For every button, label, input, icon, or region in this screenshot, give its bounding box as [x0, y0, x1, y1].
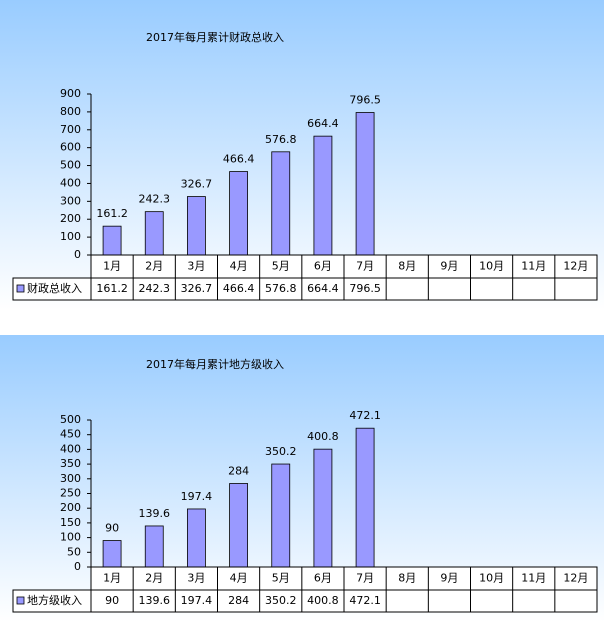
- bar: [313, 135, 333, 256]
- x-tick-label: 5月: [272, 260, 290, 273]
- data-label: 472.1: [349, 409, 381, 422]
- y-tick-label: 100: [60, 531, 81, 544]
- x-tick-label: 5月: [272, 572, 290, 585]
- bar: [229, 483, 248, 568]
- table-value: 350.2: [265, 594, 297, 607]
- bar: [355, 427, 375, 568]
- x-tick-label: 10月: [479, 260, 504, 273]
- table-value: 90: [105, 594, 119, 607]
- x-tick-label: 2月: [145, 572, 163, 585]
- y-tick-label: 450: [60, 428, 81, 441]
- x-tick-label: 6月: [314, 572, 332, 585]
- x-tick-label: 8月: [398, 260, 416, 273]
- table-value: 466.4: [223, 282, 255, 295]
- bar: [271, 151, 291, 256]
- table-value: 576.8: [265, 282, 297, 295]
- x-tick-label: 11月: [521, 572, 546, 585]
- y-tick-label: 400: [60, 176, 81, 189]
- x-tick-label: 7月: [356, 260, 374, 273]
- y-tick-label: 50: [67, 545, 81, 558]
- table-value: 139.6: [139, 594, 171, 607]
- table-value: 161.2: [96, 282, 128, 295]
- y-tick-label: 600: [60, 141, 81, 154]
- x-tick-label: 12月: [563, 572, 588, 585]
- bar: [313, 448, 333, 568]
- table-legend-cell: [12, 589, 92, 613]
- bar: [355, 112, 375, 256]
- data-label: 197.4: [181, 490, 213, 503]
- data-label: 90: [105, 522, 119, 535]
- x-tick-label: 11月: [521, 260, 546, 273]
- x-tick-label: 9月: [440, 572, 458, 585]
- y-tick-label: 150: [60, 516, 81, 529]
- chart-title: 2017年每月累计财政总收入: [146, 30, 284, 44]
- data-label: 350.2: [265, 445, 297, 458]
- x-tick-label: 6月: [314, 260, 332, 273]
- table-value: 664.4: [307, 282, 339, 295]
- table-value: 472.1: [349, 594, 381, 607]
- data-label: 576.8: [265, 133, 297, 146]
- bar: [271, 463, 291, 568]
- data-label: 466.4: [223, 153, 255, 166]
- bar: [102, 225, 122, 256]
- y-tick-label: 800: [60, 105, 81, 118]
- legend-label: 地方级收入: [27, 593, 82, 607]
- table-value: 197.4: [181, 594, 213, 607]
- x-tick-label: 8月: [398, 572, 416, 585]
- x-tick-label: 7月: [356, 572, 374, 585]
- y-tick-label: 0: [74, 560, 81, 573]
- data-label: 242.3: [139, 193, 171, 206]
- y-tick-label: 200: [60, 212, 81, 225]
- bar: [102, 540, 122, 568]
- x-tick-label: 2月: [145, 260, 163, 273]
- y-tick-label: 200: [60, 501, 81, 514]
- data-label: 664.4: [307, 117, 339, 130]
- table-value: 326.7: [181, 282, 213, 295]
- x-tick-label: 10月: [479, 572, 504, 585]
- bar: [187, 196, 206, 256]
- y-tick-label: 500: [60, 159, 81, 172]
- data-label: 796.5: [349, 94, 381, 107]
- x-tick-label: 3月: [187, 572, 205, 585]
- x-tick-label: 3月: [187, 260, 205, 273]
- bar: [187, 508, 206, 568]
- table-legend-cell: [12, 277, 92, 301]
- data-label: 161.2: [96, 207, 128, 220]
- x-tick-label: 9月: [440, 260, 458, 273]
- data-label: 326.7: [181, 178, 213, 191]
- y-tick-label: 300: [60, 194, 81, 207]
- legend-label: 财政总收入: [27, 281, 82, 295]
- table-value: 796.5: [349, 282, 381, 295]
- x-tick-label: 4月: [230, 572, 248, 585]
- bar: [144, 211, 164, 256]
- y-tick-label: 700: [60, 123, 81, 136]
- y-tick-label: 900: [60, 87, 81, 100]
- table-value: 400.8: [307, 594, 339, 607]
- x-tick-label: 4月: [230, 260, 248, 273]
- x-tick-label: 1月: [103, 260, 121, 273]
- chart-title: 2017年每月累计地方级收入: [146, 357, 284, 371]
- y-tick-label: 250: [60, 487, 81, 500]
- data-label: 400.8: [307, 430, 339, 443]
- data-label: 139.6: [139, 507, 171, 520]
- bar: [144, 525, 164, 568]
- y-tick-label: 350: [60, 457, 81, 470]
- table-value: 242.3: [139, 282, 171, 295]
- x-tick-label: 12月: [563, 260, 588, 273]
- y-tick-label: 300: [60, 472, 81, 485]
- legend-swatch: [16, 596, 25, 605]
- data-label: 284: [228, 465, 249, 478]
- y-tick-label: 500: [60, 413, 81, 426]
- y-tick-label: 100: [60, 230, 81, 243]
- x-tick-label: 1月: [103, 572, 121, 585]
- bar: [229, 171, 248, 256]
- y-tick-label: 400: [60, 442, 81, 455]
- legend-swatch: [16, 284, 25, 293]
- table-value: 284: [228, 594, 249, 607]
- y-tick-label: 0: [74, 248, 81, 261]
